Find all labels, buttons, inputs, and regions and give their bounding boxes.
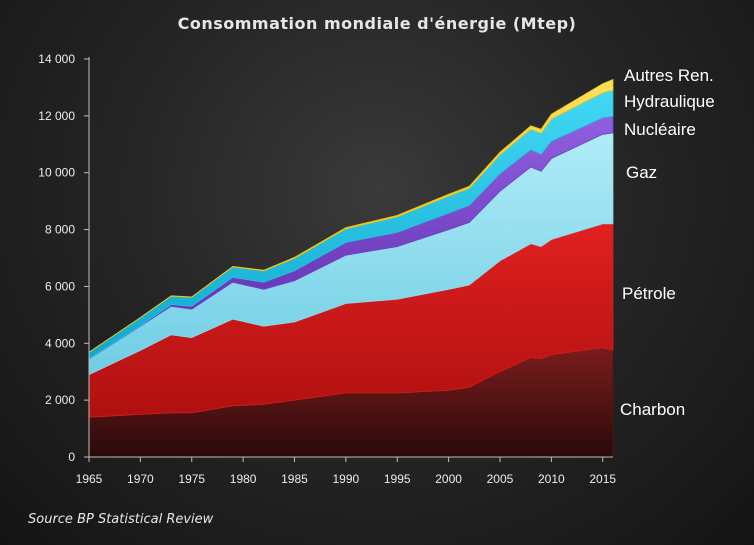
series-label-autres-ren: Autres Ren. xyxy=(624,66,714,85)
series-label-hydraulique: Hydraulique xyxy=(624,92,715,111)
x-tick-label: 1990 xyxy=(333,472,360,486)
chart-title: Consommation mondiale d'énergie (Mtep) xyxy=(177,14,577,33)
y-tick-label: 6 000 xyxy=(45,279,75,293)
series-label-nucl-aire: Nucléaire xyxy=(624,120,696,139)
source-note: Source BP Statistical Review xyxy=(28,512,214,527)
x-tick-label: 2010 xyxy=(538,472,565,486)
x-tick-label: 1980 xyxy=(230,472,257,486)
series-labels: Charbon Pétrole Gaz Nucléaire Hydraulique Aut… xyxy=(620,66,715,419)
axes: 0 2 000 4 000 6 000 8 000 10 000 12 000 14 000 1… xyxy=(38,52,616,486)
x-tick-label: 1965 xyxy=(76,472,103,486)
x-tick-label: 1975 xyxy=(178,472,205,486)
x-tick-label: 1970 xyxy=(127,472,154,486)
area-autres-ren xyxy=(88,78,614,354)
y-tick-label: 12 000 xyxy=(38,109,75,123)
series-label-charbon: Charbon xyxy=(620,400,685,419)
y-tick-label: 8 000 xyxy=(45,223,75,237)
y-tick-label: 14 000 xyxy=(38,52,75,66)
series-label-p-trole: Pétrole xyxy=(622,284,676,303)
series-areas xyxy=(88,78,614,458)
x-tick-label: 2015 xyxy=(589,472,616,486)
x-tick-label: 2000 xyxy=(435,472,462,486)
y-tick-label: 2 000 xyxy=(45,393,75,407)
x-tick-label: 1995 xyxy=(384,472,411,486)
x-tick-label: 1985 xyxy=(281,472,308,486)
y-tick-label: 4 000 xyxy=(45,336,75,350)
y-tick-label: 10 000 xyxy=(38,166,75,180)
x-tick-label: 2005 xyxy=(487,472,514,486)
y-tick-label: 0 xyxy=(68,450,75,464)
series-label-gaz: Gaz xyxy=(626,163,657,182)
